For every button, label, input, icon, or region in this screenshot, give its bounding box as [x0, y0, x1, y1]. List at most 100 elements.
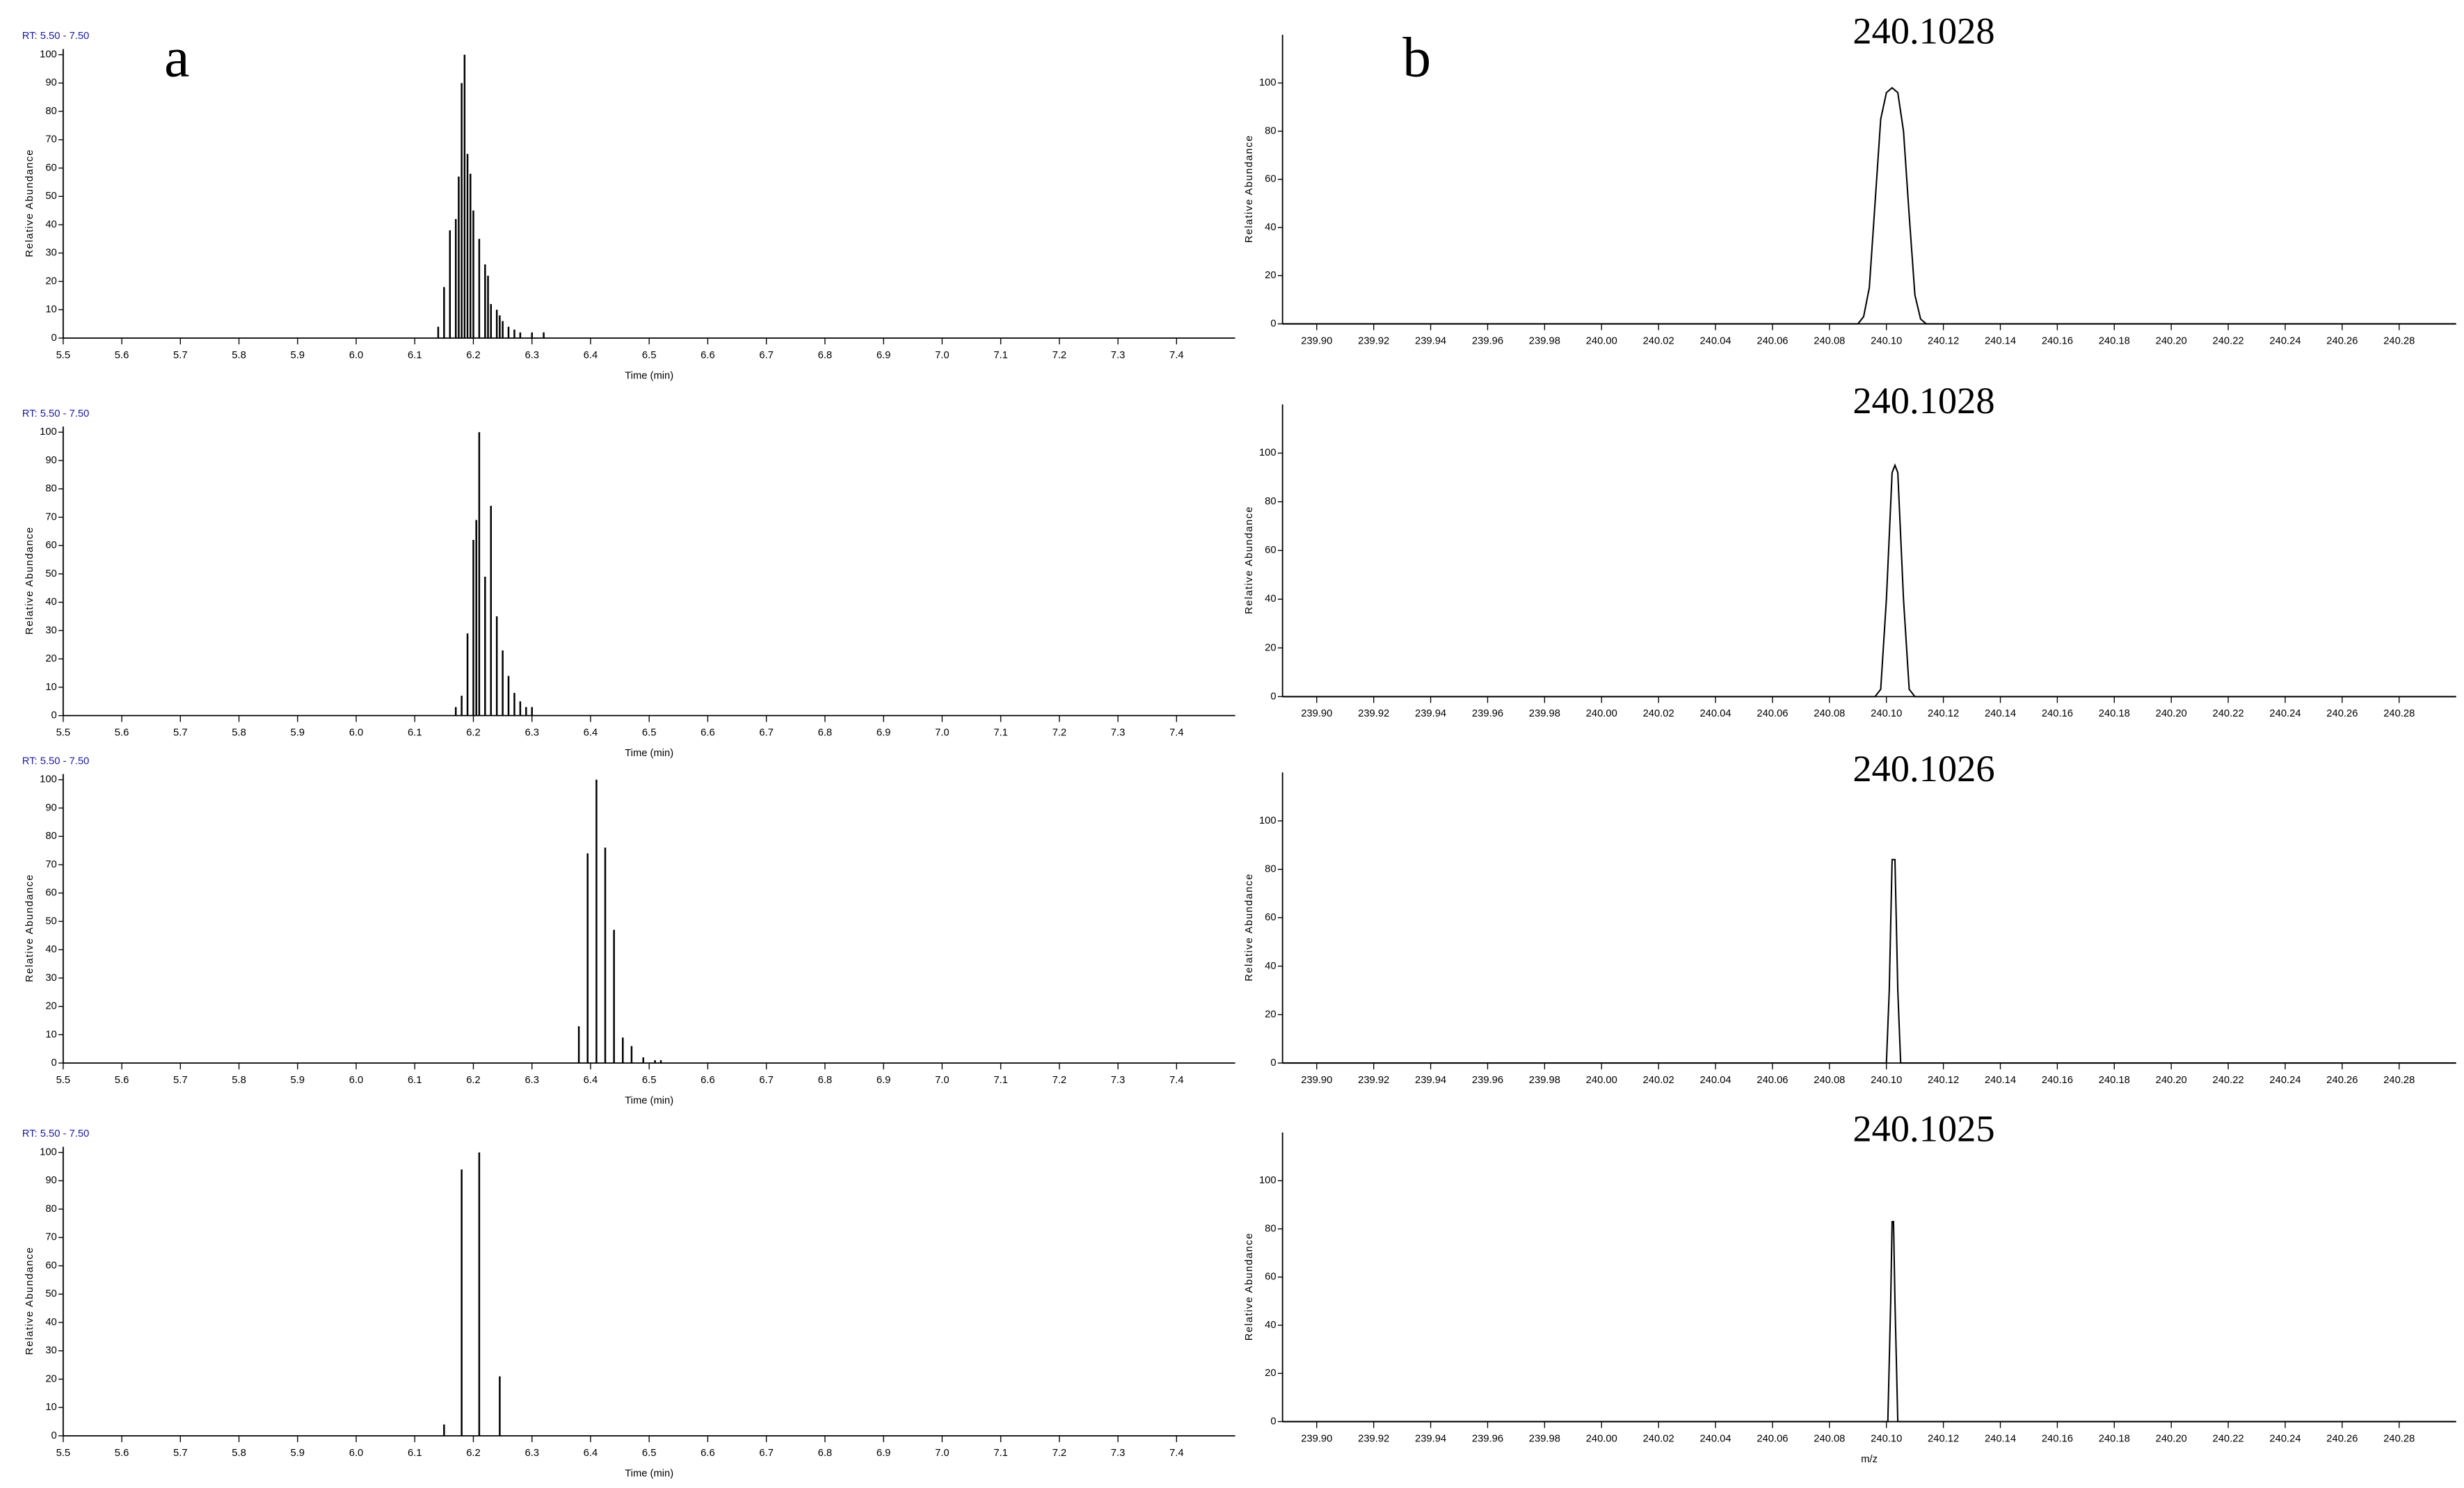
x-tick-label: 240.00 [1586, 1433, 1617, 1444]
y-tick-label: 20 [45, 653, 56, 664]
y-axis-label: Relative Abundance [1244, 506, 1255, 614]
x-tick-label: 240.22 [2213, 1075, 2244, 1086]
x-tick-label: 6.7 [759, 727, 774, 738]
y-tick-label: 60 [1265, 545, 1276, 556]
x-tick-label: 7.0 [935, 1075, 950, 1086]
x-tick-label: 239.94 [1415, 1075, 1446, 1086]
x-tick-label: 240.12 [1928, 1433, 1959, 1444]
x-tick-label: 239.94 [1415, 708, 1446, 719]
x-tick-label: 240.06 [1757, 708, 1788, 719]
x-tick-label: 5.5 [56, 350, 71, 361]
x-tick-label: 240.28 [2383, 335, 2415, 346]
x-axis-label: Time (min) [625, 1468, 673, 1479]
y-axis-label: Relative Abundance [24, 1247, 35, 1355]
y-tick-label: 60 [45, 162, 56, 173]
x-tick-label: 6.8 [818, 1075, 833, 1086]
y-tick-label: 50 [45, 1288, 56, 1299]
x-tick-label: 5.6 [115, 1075, 129, 1086]
x-tick-label: 6.2 [466, 727, 481, 738]
x-tick-label: 6.9 [877, 1448, 891, 1459]
x-tick-label: 6.0 [349, 350, 364, 361]
x-tick-label: 6.0 [349, 1448, 364, 1459]
y-axis-label: Relative Abundance [1244, 135, 1255, 243]
y-axis-label: Relative Abundance [1244, 1233, 1255, 1341]
y-tick-label: 100 [1259, 1175, 1277, 1186]
y-tick-label: 0 [51, 710, 57, 721]
x-tick-label: 239.94 [1415, 1433, 1446, 1444]
x-tick-label: 240.10 [1871, 708, 1902, 719]
x-tick-label: 240.26 [2326, 335, 2358, 346]
x-tick-label: 240.18 [2099, 1075, 2130, 1086]
y-tick-label: 100 [40, 774, 57, 785]
rt-header: RT: 5.50 - 7.50 [22, 408, 89, 419]
y-tick-label: 0 [1270, 318, 1276, 329]
x-tick-label: 239.98 [1529, 1075, 1560, 1086]
spectrum-line [1282, 86, 2456, 325]
x-tick-label: 240.10 [1871, 1075, 1902, 1086]
x-tick-label: 5.9 [291, 1075, 305, 1086]
y-tick-label: 0 [1270, 1416, 1276, 1427]
x-tick-label: 240.04 [1699, 1433, 1731, 1444]
y-tick-label: 80 [1265, 864, 1276, 875]
x-tick-label: 240.10 [1871, 1433, 1902, 1444]
x-tick-label: 7.1 [993, 1075, 1008, 1086]
x-tick-label: 240.08 [1814, 335, 1845, 346]
x-tick-label: 240.06 [1757, 335, 1788, 346]
y-axis-label: Relative Abundance [24, 149, 35, 257]
x-tick-label: 6.6 [701, 350, 715, 361]
y-tick-label: 40 [45, 944, 56, 955]
x-tick-label: 6.3 [525, 1075, 539, 1086]
x-tick-label: 7.1 [993, 350, 1008, 361]
x-tick-label: 240.04 [1699, 708, 1731, 719]
x-tick-label: 7.4 [1169, 350, 1184, 361]
x-tick-label: 7.3 [1111, 1075, 1126, 1086]
x-tick-label: 5.6 [115, 350, 129, 361]
x-tick-label: 5.8 [232, 1448, 246, 1459]
peak-annotation: 240.1028 [1853, 379, 1994, 422]
x-axis-label: Time (min) [625, 370, 673, 381]
x-tick-label: 7.3 [1111, 350, 1126, 361]
x-tick-label: 240.28 [2383, 1075, 2415, 1086]
y-tick-label: 10 [45, 1402, 56, 1413]
x-tick-label: 240.02 [1643, 708, 1674, 719]
y-tick-label: 10 [45, 682, 56, 693]
panel-label: b [1402, 26, 1431, 89]
y-tick-label: 100 [1259, 815, 1277, 826]
x-tick-label: 6.3 [525, 350, 539, 361]
y-tick-label: 90 [45, 1175, 56, 1186]
y-tick-label: 60 [45, 1260, 56, 1271]
x-tick-label: 6.1 [408, 1448, 422, 1459]
x-tick-label: 6.1 [408, 350, 422, 361]
x-tick-label: 240.28 [2383, 708, 2415, 719]
y-tick-label: 90 [45, 77, 56, 88]
x-tick-label: 240.04 [1699, 335, 1731, 346]
x-tick-label: 7.2 [1053, 1448, 1067, 1459]
x-tick-label: 6.6 [701, 1075, 715, 1086]
y-tick-label: 60 [1265, 174, 1276, 185]
x-tick-label: 5.5 [56, 1075, 71, 1086]
x-tick-label: 7.2 [1053, 1075, 1067, 1086]
y-tick-label: 80 [45, 1203, 56, 1215]
x-tick-label: 6.1 [408, 1075, 422, 1086]
peak-annotation: 240.1025 [1853, 1107, 1994, 1150]
x-tick-label: 5.8 [232, 350, 246, 361]
x-tick-label: 240.22 [2213, 1433, 2244, 1444]
x-tick-label: 6.9 [877, 727, 891, 738]
x-tick-label: 240.20 [2156, 708, 2187, 719]
x-tick-label: 240.18 [2099, 1433, 2130, 1444]
y-tick-label: 60 [45, 888, 56, 899]
x-tick-label: 6.9 [877, 350, 891, 361]
x-tick-label: 5.9 [291, 1448, 305, 1459]
x-tick-label: 240.00 [1586, 708, 1617, 719]
x-tick-label: 240.14 [1985, 1075, 2016, 1086]
y-tick-label: 90 [45, 455, 56, 466]
x-tick-label: 240.14 [1985, 335, 2016, 346]
x-tick-label: 5.7 [173, 1075, 188, 1086]
y-tick-label: 80 [45, 106, 56, 117]
y-tick-label: 80 [1265, 496, 1276, 507]
x-tick-label: 240.02 [1643, 335, 1674, 346]
x-tick-label: 6.7 [759, 1075, 774, 1086]
x-tick-label: 240.20 [2156, 1433, 2187, 1444]
y-tick-label: 0 [51, 1430, 57, 1441]
